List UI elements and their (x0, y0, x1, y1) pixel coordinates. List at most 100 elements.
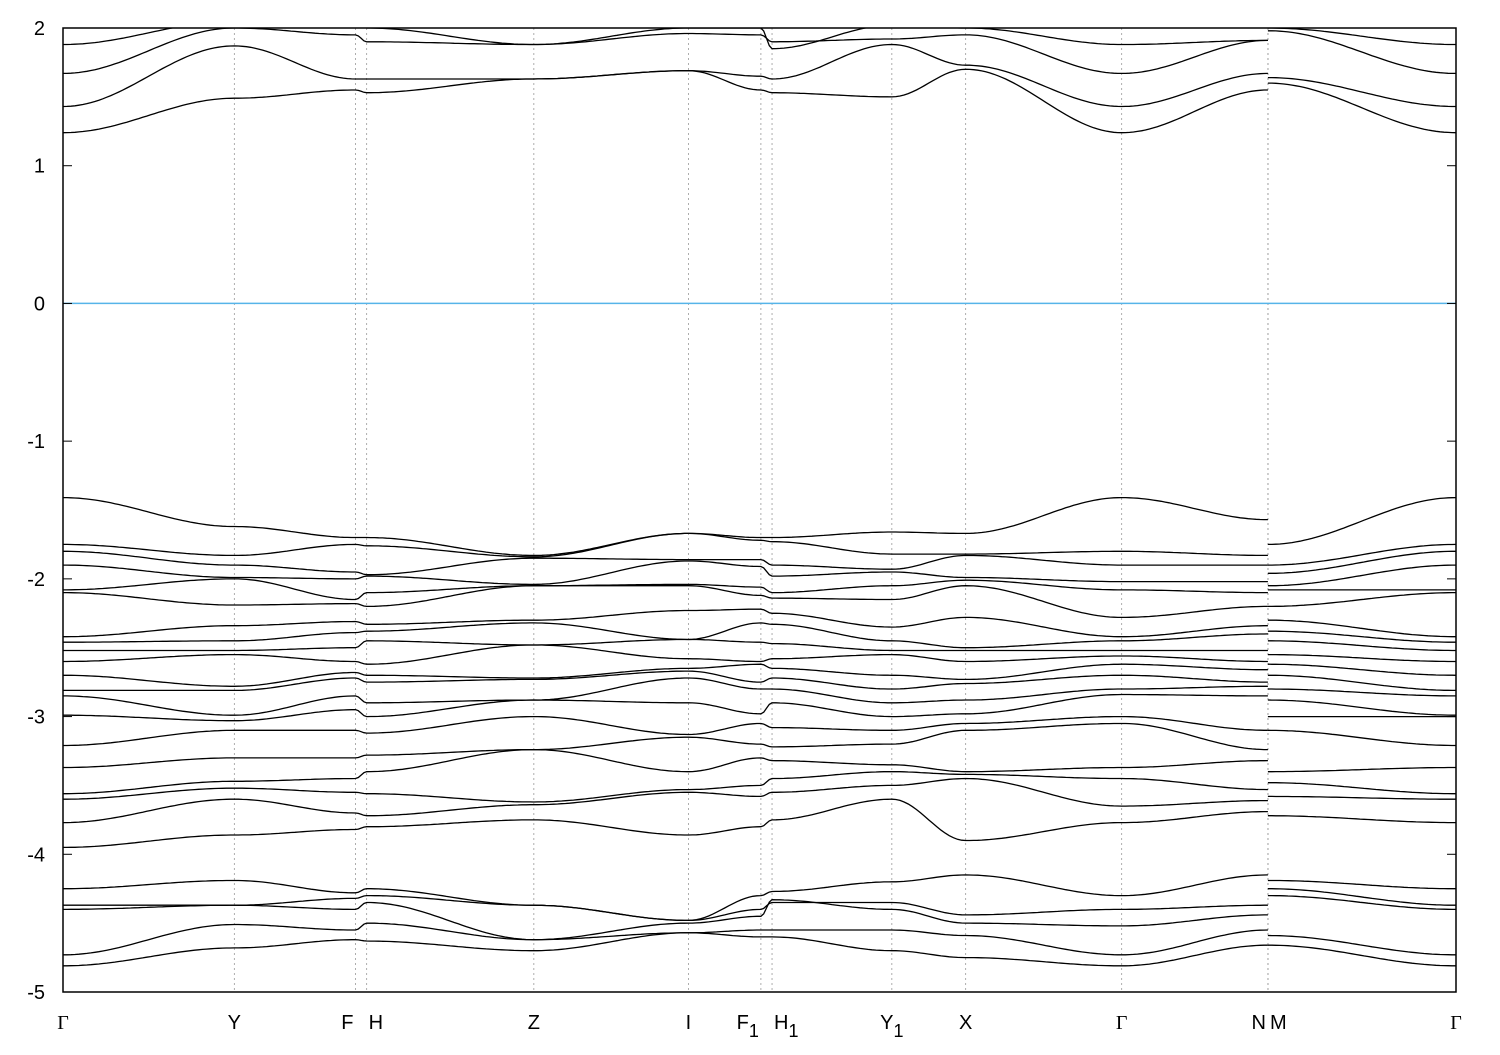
y-tick-label: 1 (34, 156, 45, 178)
x-tick-label: H (369, 1012, 383, 1034)
band-line (1267, 795, 1456, 800)
band-line (63, 578, 1268, 601)
kpoint-label: Γ (1450, 1012, 1462, 1034)
y-tick-label: -2 (27, 569, 45, 591)
band-line (1267, 591, 1456, 608)
band-line (63, 585, 1268, 619)
band-line (1267, 944, 1456, 967)
band-line (1267, 782, 1456, 795)
x-tick-label: Z (528, 1012, 540, 1034)
y-tick-label: -1 (27, 431, 45, 453)
band-line (63, 894, 1268, 922)
band-line (1267, 564, 1456, 587)
plot-frame (62, 27, 1457, 993)
band-line (63, 798, 1268, 849)
band-line (63, 663, 1268, 687)
band-line (63, 777, 1268, 824)
kpoint-label: Y (228, 1012, 241, 1034)
kpoint-label: Γ (57, 1012, 69, 1034)
kpoint-label: F (737, 1012, 749, 1034)
band-line (63, 722, 1268, 769)
x-tick-label: N (1251, 1012, 1265, 1034)
band-line (1267, 619, 1456, 638)
band-line (1267, 815, 1456, 824)
kpoint-label: I (686, 1012, 692, 1034)
band-line (63, 560, 1268, 586)
y-axis-ticks: 2 1 0 -1 -2 -3 -4 -5 (27, 18, 1456, 1004)
x-tick-label: Γ (1450, 1012, 1462, 1034)
x-tick-label: Y1 (880, 1012, 903, 1041)
x-tick-label: M (1270, 1012, 1287, 1034)
kpoint-grid (233, 28, 1269, 992)
band-line (63, 496, 1268, 557)
y-tick-label: -5 (27, 982, 45, 1004)
band-line (1267, 688, 1456, 697)
band-line (1267, 888, 1456, 906)
band-line (63, 644, 1268, 665)
y-tick-label: 0 (34, 293, 45, 315)
kpoint-subscript: 1 (749, 1021, 759, 1041)
band-line (1267, 76, 1456, 108)
kpoint-subscript: 1 (788, 1021, 798, 1041)
kpoint-label: Z (528, 1012, 540, 1034)
band-line (63, 532, 1268, 558)
band-line (1267, 674, 1456, 692)
band-line (63, 693, 1268, 722)
band-line (1267, 894, 1456, 911)
band-line (1267, 28, 1456, 46)
x-tick-label: Γ (57, 1012, 69, 1034)
band-line (1267, 934, 1456, 956)
band-line (63, 43, 1268, 108)
x-tick-label: F (341, 1012, 353, 1034)
x-tick-label: Y (228, 1012, 241, 1034)
kpoint-label: N (1251, 1012, 1265, 1034)
band-line (63, 899, 1268, 941)
band-line (63, 28, 1268, 50)
kpoint-label: M (1270, 1012, 1287, 1034)
band-line (1267, 653, 1456, 663)
band-line (63, 550, 1268, 576)
band-line (1267, 663, 1456, 676)
band-line (1267, 699, 1456, 716)
band-line (63, 670, 1268, 692)
band-line (1267, 550, 1456, 574)
x-tick-label: H1 (774, 1012, 798, 1041)
kpoint-label: H (774, 1012, 788, 1034)
band-line (63, 922, 1268, 956)
band-line (1267, 729, 1456, 747)
band-line (1267, 30, 1456, 75)
kpoint-label: H (369, 1012, 383, 1034)
kpoint-label: Γ (1116, 1012, 1128, 1034)
band-line (63, 28, 1268, 75)
band-line (63, 874, 1268, 922)
bands (63, 28, 1456, 967)
x-tick-label: F1 (737, 1012, 759, 1041)
band-line (63, 638, 1268, 652)
band-line (1267, 640, 1456, 652)
y-tick-label: -3 (27, 707, 45, 729)
y-tick-label: -4 (27, 844, 45, 866)
band-line (1267, 82, 1456, 134)
band-line (63, 932, 1268, 967)
band-line (1267, 496, 1456, 546)
band-line (63, 608, 1268, 638)
kpoint-label: F (341, 1012, 353, 1034)
band-line (63, 622, 1268, 649)
x-tick-label: Γ (1116, 1012, 1128, 1034)
kpoint-label: Y (880, 1012, 893, 1034)
x-tick-label: X (959, 1012, 972, 1034)
kpoint-label: X (959, 1012, 972, 1034)
y-tick-label: 2 (34, 18, 45, 40)
band-line (63, 68, 1268, 134)
band-line (63, 677, 1268, 716)
band-line (1267, 543, 1456, 566)
kpoint-subscript: 1 (893, 1021, 903, 1041)
band-line (63, 715, 1268, 747)
band-line (1267, 766, 1456, 773)
band-line (63, 748, 1268, 795)
band-line (1267, 630, 1456, 643)
x-tick-label: I (686, 1012, 692, 1034)
band-line (1267, 879, 1456, 890)
band-line (63, 771, 1268, 803)
